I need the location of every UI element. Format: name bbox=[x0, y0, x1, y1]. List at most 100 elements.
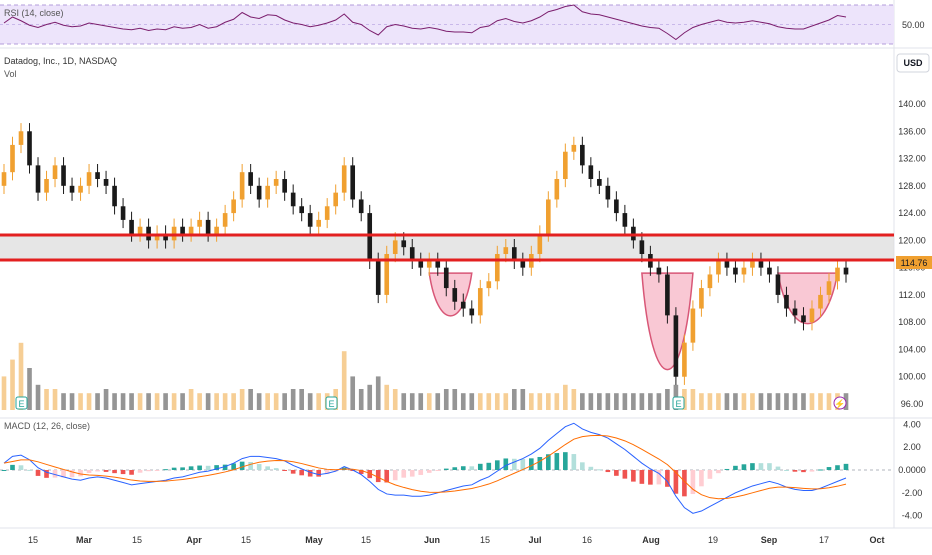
candle-body[interactable] bbox=[248, 172, 253, 186]
candle-body[interactable] bbox=[418, 260, 424, 268]
candle-body[interactable] bbox=[835, 267, 840, 282]
candle-body[interactable] bbox=[316, 219, 322, 227]
candle-body[interactable] bbox=[78, 185, 83, 193]
candle-body[interactable] bbox=[682, 342, 687, 377]
candle-body[interactable] bbox=[750, 260, 755, 268]
candle-body[interactable] bbox=[120, 206, 126, 220]
candle-body[interactable] bbox=[10, 144, 15, 173]
earnings-marker[interactable]: E bbox=[325, 396, 338, 410]
candle-body[interactable] bbox=[699, 288, 704, 309]
candle-body[interactable] bbox=[605, 185, 611, 200]
candle-body[interactable] bbox=[273, 179, 279, 186]
candle-body[interactable] bbox=[809, 308, 815, 323]
candle-body[interactable] bbox=[129, 219, 134, 234]
candle-body[interactable] bbox=[367, 213, 373, 261]
candle-body[interactable] bbox=[103, 179, 109, 186]
candle-body[interactable] bbox=[494, 254, 500, 282]
candle-body[interactable] bbox=[401, 240, 407, 248]
candle-body[interactable] bbox=[231, 199, 236, 214]
candle-body[interactable] bbox=[767, 267, 772, 275]
candle-body[interactable] bbox=[443, 267, 449, 289]
event-flash-icon[interactable]: ⚡ bbox=[833, 396, 847, 410]
candle-body[interactable] bbox=[27, 131, 32, 166]
candle-body[interactable] bbox=[733, 267, 738, 275]
earnings-marker[interactable]: E bbox=[672, 396, 685, 410]
candle-body[interactable] bbox=[69, 185, 75, 193]
candle-body[interactable] bbox=[784, 294, 789, 309]
candle-body[interactable] bbox=[307, 213, 313, 227]
candle-body[interactable] bbox=[52, 165, 58, 179]
candle-body[interactable] bbox=[707, 274, 713, 289]
candle-body[interactable] bbox=[818, 294, 823, 309]
candle-body[interactable] bbox=[597, 179, 602, 186]
candle-body[interactable] bbox=[775, 274, 781, 295]
candle-body[interactable] bbox=[622, 213, 628, 227]
candle-body[interactable] bbox=[563, 151, 568, 179]
candle-body[interactable] bbox=[180, 226, 185, 234]
candle-body[interactable] bbox=[571, 144, 577, 152]
candle-body[interactable] bbox=[333, 192, 339, 207]
candle-body[interactable] bbox=[324, 206, 330, 220]
candle-body[interactable] bbox=[290, 192, 296, 207]
candle-body[interactable] bbox=[341, 165, 347, 193]
candle-body[interactable] bbox=[112, 185, 117, 207]
candle-body[interactable] bbox=[95, 172, 100, 179]
candle-body[interactable] bbox=[792, 308, 798, 316]
candle-body[interactable] bbox=[554, 179, 560, 200]
candle-body[interactable] bbox=[843, 267, 849, 275]
candle-body[interactable] bbox=[469, 308, 475, 316]
candle-body[interactable] bbox=[239, 172, 245, 200]
candle-body[interactable] bbox=[435, 260, 441, 268]
candle-body[interactable] bbox=[350, 165, 356, 200]
candle-body[interactable] bbox=[690, 308, 696, 343]
candle-body[interactable] bbox=[460, 301, 466, 309]
candle-body[interactable] bbox=[222, 213, 228, 227]
candle-body[interactable] bbox=[282, 179, 287, 193]
candle-body[interactable] bbox=[452, 288, 458, 302]
candle-body[interactable] bbox=[546, 199, 551, 234]
candle-body[interactable] bbox=[580, 144, 585, 166]
candle-body[interactable] bbox=[537, 233, 543, 254]
candle-body[interactable] bbox=[826, 281, 832, 295]
candle-body[interactable] bbox=[426, 260, 432, 268]
candle-body[interactable] bbox=[588, 165, 594, 179]
currency-button[interactable] bbox=[896, 53, 930, 73]
candle-body[interactable] bbox=[503, 247, 509, 254]
candle-body[interactable] bbox=[137, 226, 143, 234]
candle-body[interactable] bbox=[520, 260, 526, 268]
candle-body[interactable] bbox=[61, 165, 66, 186]
candle-body[interactable] bbox=[44, 179, 49, 193]
candle-body[interactable] bbox=[154, 233, 160, 241]
candle-body[interactable] bbox=[656, 267, 662, 275]
candle-body[interactable] bbox=[758, 260, 764, 268]
candle-body[interactable] bbox=[265, 185, 270, 200]
candle-body[interactable] bbox=[197, 219, 202, 227]
candle-body[interactable] bbox=[188, 226, 194, 234]
candle-body[interactable] bbox=[741, 267, 747, 275]
candle-body[interactable] bbox=[614, 199, 619, 214]
candle-body[interactable] bbox=[477, 288, 483, 316]
candle-body[interactable] bbox=[205, 219, 211, 234]
candle-body[interactable] bbox=[486, 281, 492, 289]
candle-body[interactable] bbox=[163, 233, 168, 241]
candle-body[interactable] bbox=[18, 131, 24, 145]
candle-body[interactable] bbox=[1, 172, 7, 186]
candle-body[interactable] bbox=[511, 247, 517, 261]
candle-body[interactable] bbox=[214, 226, 219, 234]
candle-body[interactable] bbox=[801, 315, 806, 323]
candle-body[interactable] bbox=[35, 165, 41, 193]
candle-body[interactable] bbox=[665, 274, 670, 316]
candle-body[interactable] bbox=[724, 260, 730, 268]
candle-body[interactable] bbox=[256, 185, 262, 200]
candle-body[interactable] bbox=[716, 260, 721, 275]
candle-body[interactable] bbox=[358, 199, 364, 214]
candle-body[interactable] bbox=[392, 240, 398, 254]
candle-body[interactable] bbox=[673, 315, 679, 377]
candle-body[interactable] bbox=[375, 260, 381, 295]
candle-body[interactable] bbox=[299, 206, 304, 214]
earnings-marker[interactable]: E bbox=[15, 396, 28, 410]
candle-body[interactable] bbox=[409, 247, 415, 261]
candle-body[interactable] bbox=[639, 240, 645, 254]
candle-body[interactable] bbox=[86, 172, 92, 186]
candle-body[interactable] bbox=[384, 254, 390, 295]
